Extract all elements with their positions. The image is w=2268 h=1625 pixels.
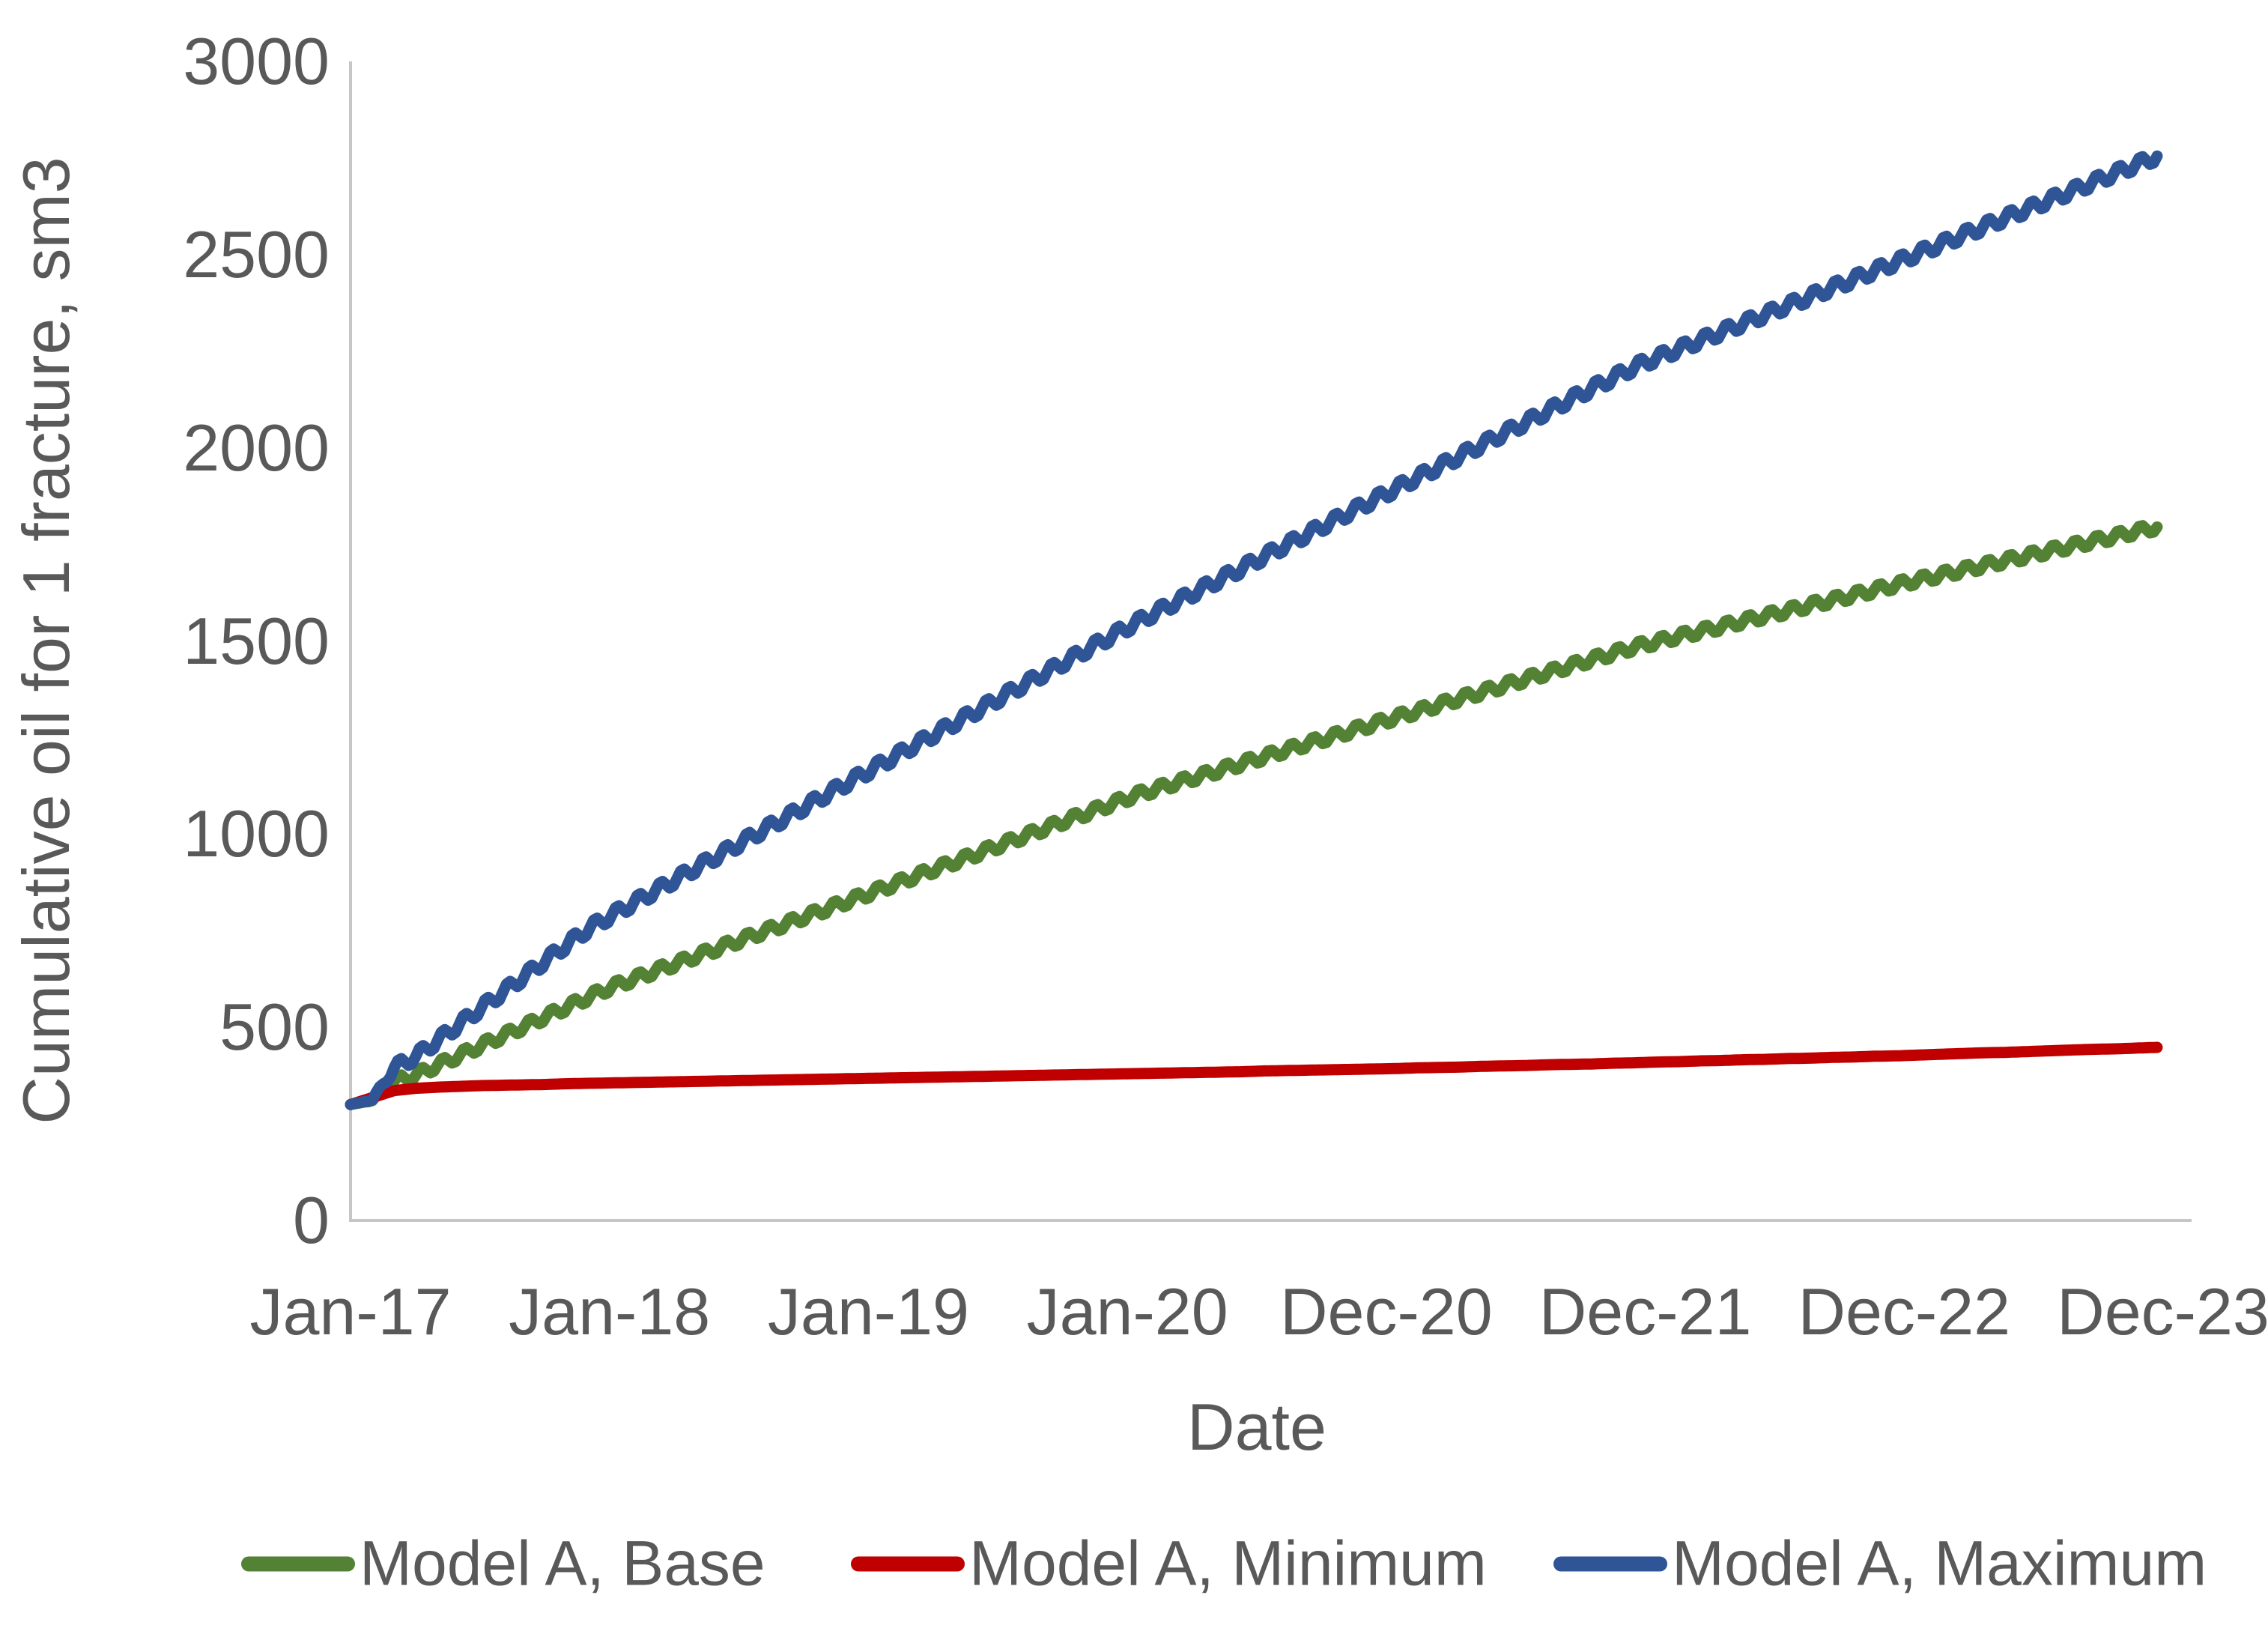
x-tick-label: Jan-19 xyxy=(767,1274,969,1349)
y-tick-label: 0 xyxy=(293,1183,330,1257)
legend-label-minimum: Model A, Minimum xyxy=(969,1528,1487,1599)
y-axis-title: Cumulative oil for 1 fracture, sm3 xyxy=(9,157,83,1125)
x-tick-label: Jan-20 xyxy=(1026,1274,1228,1349)
base-line-swatch-icon xyxy=(241,1556,355,1571)
x-tick-label: Dec-22 xyxy=(1798,1274,2011,1349)
x-tick-label: Dec-20 xyxy=(1280,1274,1493,1349)
series-line-model-a-minimum xyxy=(345,1041,2163,1110)
x-tick-label: Jan-17 xyxy=(249,1274,452,1349)
x-tick-label: Dec-21 xyxy=(1538,1274,1752,1349)
legend-label-maximum: Model A, Maximum xyxy=(1672,1528,2207,1599)
legend-label-base: Model A, Base xyxy=(360,1528,765,1599)
series-line-model-a-base xyxy=(345,520,2163,1110)
y-tick-label: 500 xyxy=(219,990,330,1065)
x-tick-label: Jan-18 xyxy=(509,1274,711,1349)
series-line-model-a-maximum xyxy=(345,150,2163,1110)
x-tick-label: Dec-23 xyxy=(2057,1274,2268,1349)
y-tick-label: 2000 xyxy=(183,410,330,485)
legend-item-minimum: Model A, Minimum xyxy=(851,1528,1487,1600)
legend-item-maximum: Model A, Maximum xyxy=(1553,1528,2207,1600)
y-tick-label: 2500 xyxy=(183,217,330,291)
legend-item-base: Model A, Base xyxy=(241,1528,765,1600)
y-tick-label: 1500 xyxy=(183,603,330,678)
minimum-line-swatch-icon xyxy=(851,1556,965,1571)
x-axis-title: Date xyxy=(1187,1390,1326,1464)
axis-lines xyxy=(349,61,2192,1222)
maximum-line-swatch-icon xyxy=(1553,1556,1667,1571)
y-tick-label: 3000 xyxy=(183,24,330,98)
y-tick-label: 1000 xyxy=(183,796,330,871)
